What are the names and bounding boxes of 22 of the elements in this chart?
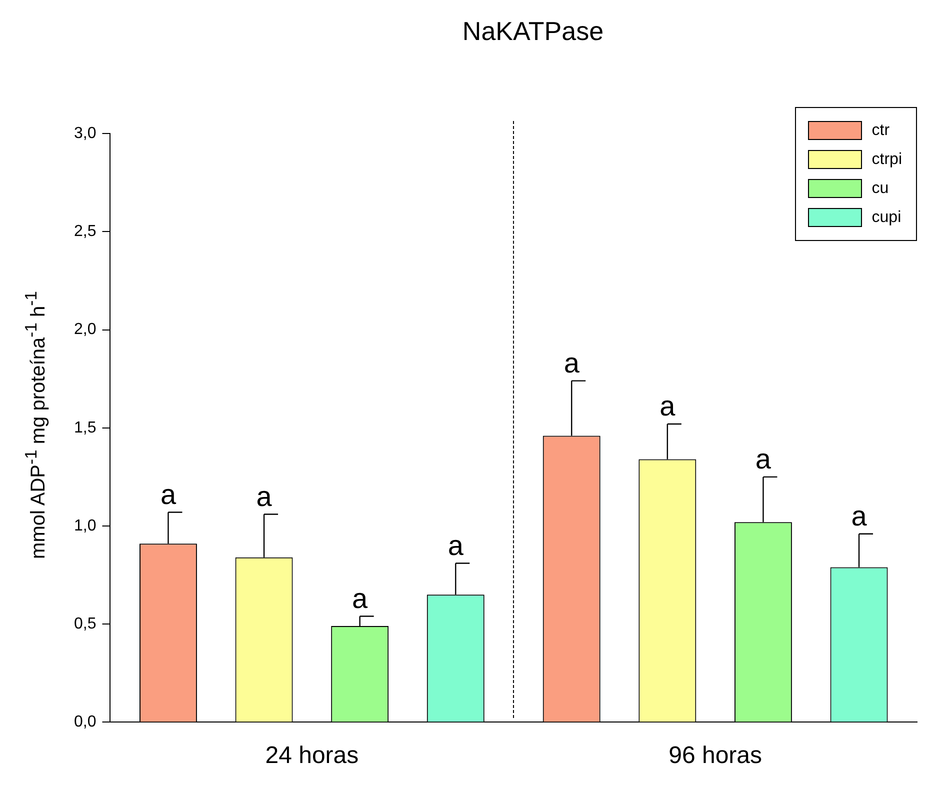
y-tick-label: 2,0 xyxy=(74,321,96,338)
data-label: a xyxy=(256,480,272,512)
data-label: a xyxy=(448,530,464,561)
legend-label: cupi xyxy=(872,208,902,226)
x-tick-label: 24 horas xyxy=(265,742,359,770)
y-tick-label: 1,5 xyxy=(74,419,96,436)
data-label: a xyxy=(564,348,580,379)
y-tick-label: 0,5 xyxy=(74,616,96,633)
chart-title: NaKATPase xyxy=(461,16,605,47)
data-label: a xyxy=(851,500,868,532)
data-label: a xyxy=(352,582,368,614)
data-label: a xyxy=(660,390,676,422)
data-label: a xyxy=(755,444,772,475)
x-tick-label: 96 horas xyxy=(668,742,762,770)
legend-label: ctr xyxy=(872,122,890,140)
y-tick-label: 2,5 xyxy=(74,223,96,240)
legend-label: ctrpi xyxy=(872,150,902,168)
y-tick-label: 0,0 xyxy=(74,714,96,731)
y-tick-label: 3,0 xyxy=(74,125,96,142)
y-tick-label: 1,0 xyxy=(74,517,96,534)
legend-label: cu xyxy=(872,180,889,198)
data-label: a xyxy=(160,478,176,510)
